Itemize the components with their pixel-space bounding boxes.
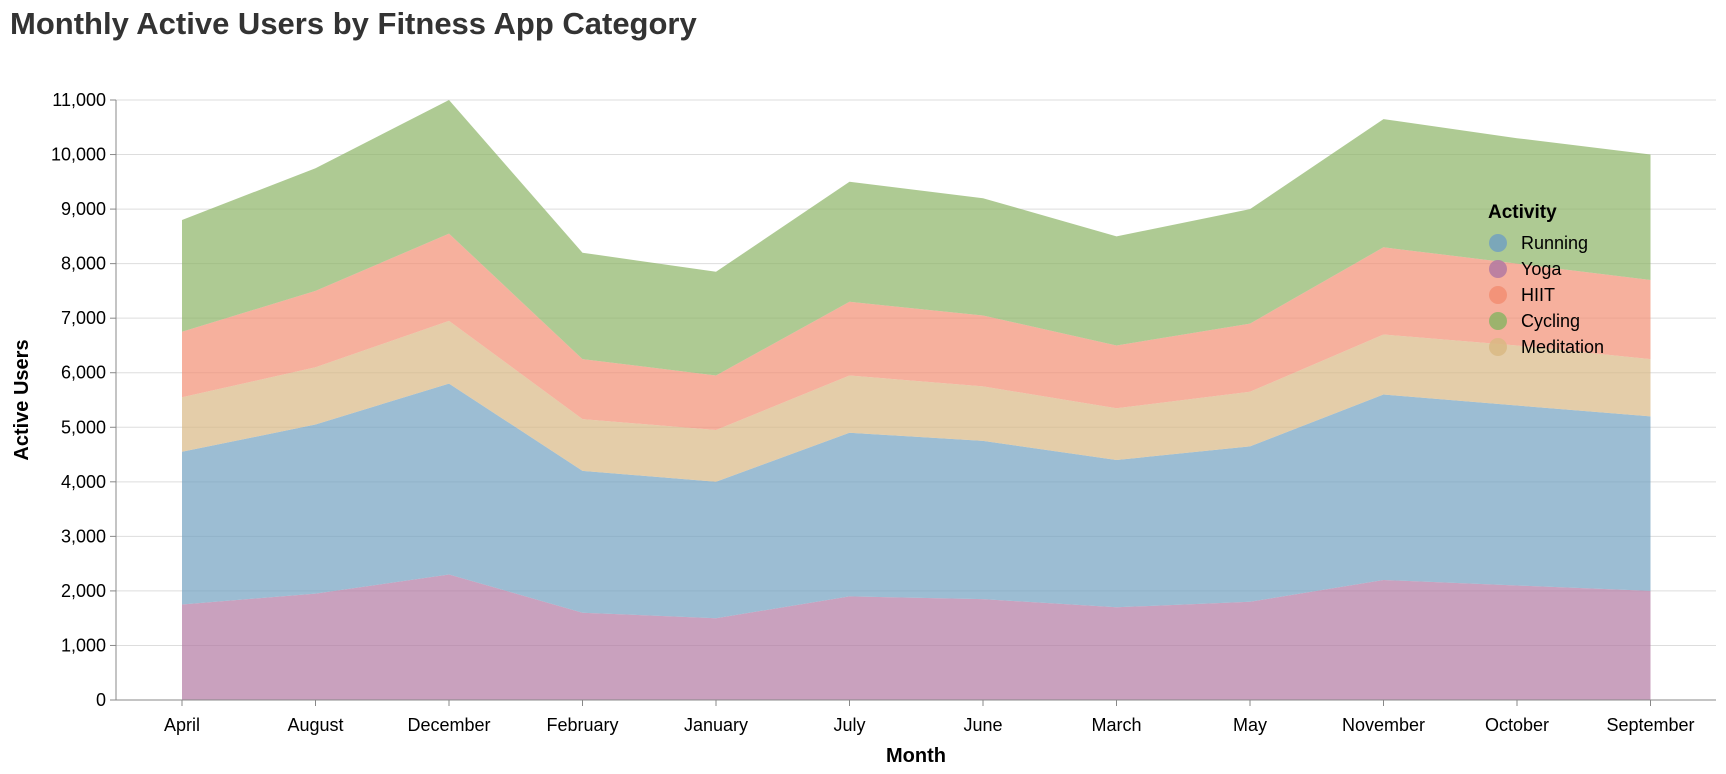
legend-swatch-cycling [1489, 312, 1507, 330]
legend-swatch-meditation [1489, 338, 1507, 356]
y-axis-title: Active Users [11, 339, 33, 460]
legend-label-yoga: Yoga [1521, 259, 1562, 279]
legend-swatch-yoga [1489, 260, 1507, 278]
y-tick-label: 9,000 [61, 199, 106, 219]
legend-label-hiit: HIIT [1521, 285, 1555, 305]
y-tick-label: 7,000 [61, 308, 106, 328]
x-axis-title: Month [886, 745, 946, 767]
x-tick-label: June [963, 715, 1002, 735]
x-tick-label: December [407, 715, 490, 735]
area-running [182, 383, 1651, 619]
y-tick-label: 0 [96, 690, 106, 710]
area-meditation [182, 320, 1651, 482]
x-tick-label: September [1606, 715, 1694, 735]
y-tick-label: 2,000 [61, 581, 106, 601]
area-yoga [182, 574, 1651, 700]
y-tick-label: 5,000 [61, 417, 106, 437]
area-cycling [182, 100, 1651, 376]
x-tick-label: October [1485, 715, 1549, 735]
chart-title: Monthly Active Users by Fitness App Cate… [10, 6, 697, 41]
legend-label-running: Running [1521, 233, 1588, 253]
y-tick-label: 3,000 [61, 526, 106, 546]
x-tick-label: April [164, 715, 200, 735]
legend-label-meditation: Meditation [1521, 337, 1604, 357]
x-tick-label: July [833, 715, 865, 735]
y-tick-label: 8,000 [61, 254, 106, 274]
area-series [182, 100, 1651, 700]
x-tick-label: February [546, 715, 618, 735]
y-tick-label: 1,000 [61, 635, 106, 655]
x-tick-label: January [684, 715, 748, 735]
x-tick-label: May [1233, 715, 1267, 735]
x-tick-label: August [287, 715, 343, 735]
legend-title: Activity [1488, 202, 1557, 223]
y-tick-label: 6,000 [61, 363, 106, 383]
y-tick-label: 10,000 [51, 145, 106, 165]
x-tick-label: November [1342, 715, 1425, 735]
legend: Activity Running Yoga HIIT Cycling Meditatio… [1488, 202, 1604, 357]
x-tick-label: March [1091, 715, 1141, 735]
legend-swatch-running [1489, 234, 1507, 252]
y-tick-label: 4,000 [61, 472, 106, 492]
axes: 0 1,000 2,000 3,000 4,000 5,000 6,000 7,000 8,00… [51, 90, 1716, 735]
y-tick-label: 11,000 [52, 90, 106, 110]
area-hiit [182, 233, 1651, 430]
legend-swatch-hiit [1489, 286, 1507, 304]
legend-label-cycling: Cycling [1521, 311, 1580, 331]
